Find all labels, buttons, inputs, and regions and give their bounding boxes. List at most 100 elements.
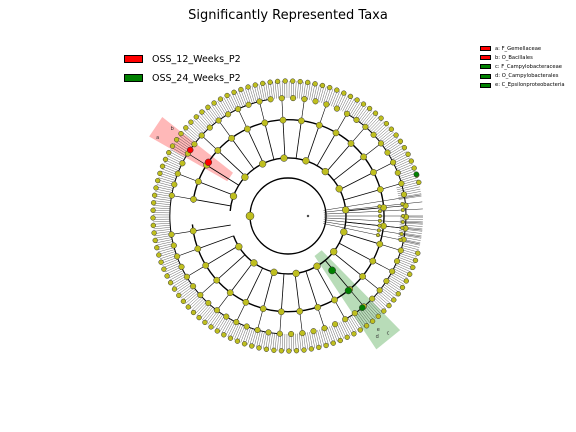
leaf-branch xyxy=(394,266,410,275)
taxon-node xyxy=(150,200,157,206)
leaf-branch xyxy=(270,332,273,350)
leaf-branch xyxy=(200,113,212,127)
leaf-branch xyxy=(400,175,417,181)
leaf-branch xyxy=(340,321,349,337)
taxon-node xyxy=(154,245,160,251)
leaf-branch xyxy=(164,262,180,270)
taxon-node xyxy=(164,273,170,279)
taxon-node xyxy=(397,247,404,254)
taxon-node xyxy=(378,115,384,121)
leaf-branch xyxy=(329,89,336,106)
leaf-branch xyxy=(340,95,349,111)
leaf-branch xyxy=(319,85,325,103)
branch xyxy=(279,311,282,334)
leaf-branch xyxy=(213,103,224,118)
leaf-branch xyxy=(267,332,271,350)
taxon-node xyxy=(225,111,232,118)
taxon-node xyxy=(158,259,164,265)
taxon-node xyxy=(340,228,348,236)
leaf-branch xyxy=(247,328,253,345)
taxon-node xyxy=(161,266,167,272)
branch xyxy=(373,162,394,173)
leaf-branch xyxy=(305,332,309,350)
taxon-node xyxy=(390,159,397,166)
taxon-node xyxy=(150,222,156,229)
leaf-branch xyxy=(334,92,342,108)
clade-label: c: F_Campylobacteraceae xyxy=(495,63,562,70)
taxon-node xyxy=(383,120,390,127)
taxon-node xyxy=(213,307,221,314)
taxon-node xyxy=(386,302,392,309)
leaf-branch xyxy=(394,157,410,166)
taxon-node xyxy=(337,337,343,344)
taxon-node xyxy=(224,92,230,99)
taxon-node xyxy=(341,90,347,96)
taxon-node xyxy=(159,163,166,169)
taxon-node xyxy=(223,313,230,320)
leaf-branch xyxy=(236,91,244,108)
leaf-branch xyxy=(374,295,388,308)
leaf-branch xyxy=(209,311,220,327)
taxon-node xyxy=(377,209,382,214)
taxon-node xyxy=(380,204,387,211)
taxon-node xyxy=(323,342,329,349)
leaf-branch xyxy=(373,297,387,310)
taxon-node xyxy=(310,328,317,335)
leaf-branch xyxy=(344,97,353,113)
leaf-branch xyxy=(351,102,361,117)
leaf-branch xyxy=(157,247,175,253)
leaf-branch xyxy=(352,103,363,118)
branch xyxy=(350,126,366,144)
leaf-branch xyxy=(240,89,247,106)
taxon-node xyxy=(377,218,382,223)
leaf-branch xyxy=(234,324,242,340)
taxon-node xyxy=(217,96,224,102)
leaf-branch xyxy=(265,82,269,100)
leaf-branch xyxy=(242,327,249,344)
clade-letter-d: d xyxy=(376,334,379,340)
taxon-node xyxy=(195,178,202,185)
taxon-node xyxy=(274,78,281,85)
taxon-node xyxy=(151,192,158,198)
taxon-node xyxy=(400,201,405,207)
leaf-branch xyxy=(196,116,209,130)
leaf-branch xyxy=(211,104,222,119)
taxon-node xyxy=(229,192,238,200)
clade-letter-b: b xyxy=(171,126,174,132)
taxon-node xyxy=(319,82,326,89)
legend-label: OSS_24_Weeks_P2 xyxy=(152,72,241,84)
leaf-branch xyxy=(311,83,316,101)
taxon-node xyxy=(351,310,358,317)
taxon-node xyxy=(173,137,180,143)
branch xyxy=(247,128,264,164)
taxon-node xyxy=(267,79,273,85)
leaf-branch xyxy=(156,241,173,246)
leaf-branch xyxy=(201,111,214,126)
branch xyxy=(177,248,198,257)
leaf-branch xyxy=(153,205,171,207)
leaf-branch xyxy=(370,119,383,132)
branch xyxy=(245,267,263,303)
taxon-node xyxy=(168,231,175,238)
branch xyxy=(349,289,365,307)
branch xyxy=(193,224,231,232)
leaf-branch xyxy=(156,184,174,189)
leaf-branch xyxy=(189,297,203,310)
leaf-branch xyxy=(342,96,351,112)
leaf-branch xyxy=(356,311,367,327)
clade-label: e: C_Epsilonproteobacteria xyxy=(495,82,565,89)
clade-legend-entry: e: C_Epsilonproteobacteria xyxy=(480,81,565,90)
taxon-node xyxy=(197,291,204,299)
branch xyxy=(333,156,364,181)
leaf-branch xyxy=(223,319,232,335)
taxon-node xyxy=(389,268,396,275)
leaf-branch xyxy=(182,289,196,301)
leaf-branch xyxy=(391,151,407,160)
taxon-node xyxy=(183,273,190,280)
leaf-branch xyxy=(191,121,204,134)
leaf-branch xyxy=(295,81,297,99)
branch xyxy=(315,266,335,301)
branch xyxy=(229,262,254,293)
leaf-branch xyxy=(200,305,212,319)
branch xyxy=(218,120,232,139)
